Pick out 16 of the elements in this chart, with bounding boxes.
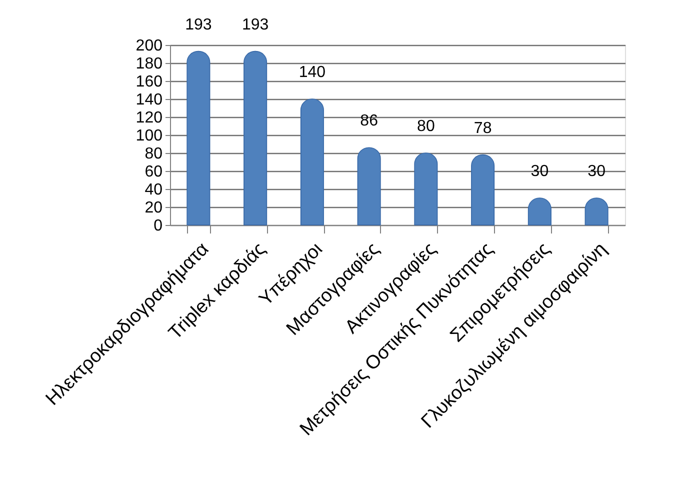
y-tick-label: 60 (144, 164, 163, 180)
y-tick-label: 140 (136, 92, 163, 108)
data-label: 80 (417, 118, 435, 135)
y-tick-label: 100 (136, 128, 163, 144)
data-label: 140 (298, 64, 326, 81)
y-tick-label: 120 (136, 110, 163, 126)
y-tick-label: 20 (144, 200, 163, 216)
data-label: 193 (185, 16, 212, 34)
y-tick-label: 200 (136, 38, 163, 54)
y-tick-label: 80 (144, 146, 163, 162)
y-tick-label: 160 (136, 74, 163, 90)
y-tick-label: 40 (144, 182, 163, 198)
data-label: 193 (242, 16, 269, 34)
y-tick-label: 0 (154, 218, 163, 234)
data-label: 78 (474, 120, 492, 137)
y-tick-label: 180 (136, 56, 163, 72)
